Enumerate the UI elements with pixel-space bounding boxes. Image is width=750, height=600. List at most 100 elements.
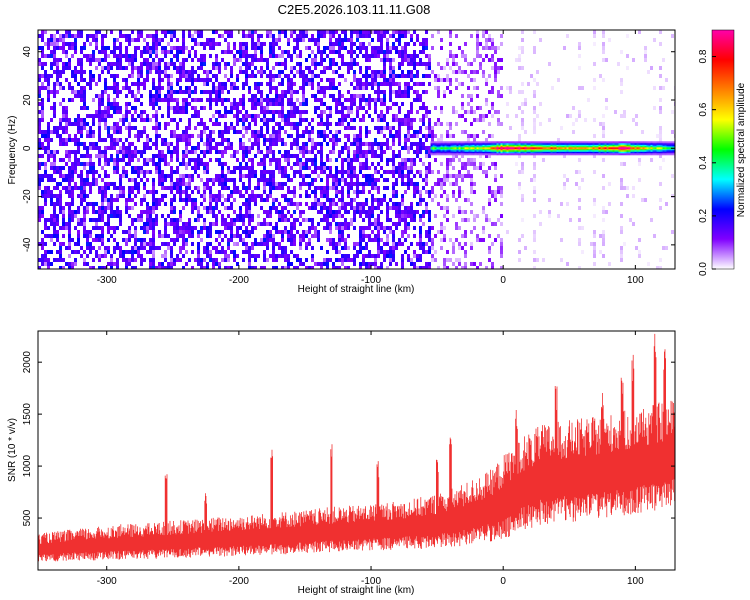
spectrogram-cell [164,158,167,162]
spectrogram-cell [443,182,446,186]
spectrogram-cell [458,262,461,266]
spectrogram-cell [443,206,446,210]
spectrogram-cell [407,166,410,170]
spectrogram-cell [215,90,218,94]
spectrogram-cell [449,50,452,54]
spectrogram-cell [449,34,452,38]
spectrogram-cell [317,46,320,50]
spectrogram-cell [563,174,566,178]
spectrogram-cell [359,98,362,102]
spectrogram-cell [146,218,149,222]
spectrogram-cell [377,242,380,246]
spectrogram-cell [461,50,464,54]
spectrogram-cell [593,198,596,202]
spectrogram-cell [605,106,608,110]
spectrogram-cell [377,266,380,269]
spectrogram-cell [410,178,413,182]
spectrogram-cell [152,114,155,118]
spectrogram-cell [218,134,221,138]
spectrogram-cell [431,254,434,258]
spectrogram-cell [308,238,311,242]
spectrogram-cell [404,214,407,218]
spectrogram-cell [155,34,158,38]
spectrogram-cell [329,158,332,162]
spectrogram-cell [200,258,203,262]
spectrogram-cell [164,226,167,230]
spectrogram-cell [68,218,71,222]
spectrogram-cell [86,238,89,242]
spectrogram-cell [389,86,392,90]
spectrogram-cell [155,218,158,222]
spectrogram-cell [140,134,143,138]
spectrogram-cell [416,254,419,258]
spectrogram-cell [341,254,344,258]
spectrogram-cell [521,30,524,34]
spectrogram-cell [449,82,452,86]
spectrogram-cell [215,206,218,210]
spectrogram-cell [332,62,335,66]
spectrogram-cell [533,266,536,269]
spectrogram-cell [578,218,581,222]
spectrogram-cell [155,154,158,158]
spectrogram-cell [347,182,350,186]
spectrogram-cell [278,122,281,126]
spectrogram-cell [80,106,83,110]
spectrogram-cell [320,178,323,182]
spectrogram-cell [392,230,395,234]
spectrogram-cell [74,158,77,162]
spectrogram-cell [227,98,230,102]
spectrogram-cell [383,150,386,154]
spectrogram-cell [152,98,155,102]
spectrogram-cell [527,82,530,86]
spectrogram-cell [362,218,365,222]
spectrogram-cell [425,210,428,214]
spectrogram-cell [38,34,41,38]
spectrogram-cell [248,30,251,34]
spectrogram-cell [410,62,413,66]
spectrogram-cell [104,266,107,269]
spectrogram-cell [299,62,302,66]
spectrogram-cell [533,230,536,234]
spectrogram-cell [131,62,134,66]
spectrogram-cell [602,254,605,258]
spectrogram-cell [326,218,329,222]
spectrogram-cell [251,38,254,42]
spectrogram-cell [386,30,389,34]
spectrogram-cell [158,122,161,126]
spectrogram-cell [389,34,392,38]
spectrogram-cell [371,198,374,202]
spectrogram-cell [521,90,524,94]
spectrogram-cell [524,130,527,134]
spectrogram-cell [137,66,140,70]
spectrogram-cell [470,78,473,82]
spectrogram-cell [155,266,158,269]
spectrogram-cell [53,178,56,182]
spectrogram-cell [575,182,578,186]
spectrogram-cell [176,170,179,174]
spectrogram-cell [458,158,461,162]
spectrogram-cell [110,158,113,162]
spectrogram-cell [137,138,140,142]
spectrogram-cell [176,190,179,194]
spectrogram-cell [395,118,398,122]
spectrogram-cell [407,30,410,34]
spectrogram-cell [395,178,398,182]
spectrogram-cell [209,42,212,46]
spectrogram-cell [197,186,200,190]
spectrogram-cell [281,98,284,102]
spectrogram-cell [293,102,296,106]
spectrogram-cell [437,74,440,78]
spectrogram-cell [89,250,92,254]
spectrogram-cell [248,250,251,254]
spectrogram-cell [413,142,416,146]
spectrogram-cell [425,146,428,150]
spectrogram-cell [317,150,320,154]
spectrogram-cell [413,50,416,54]
spectrogram-cell [86,134,89,138]
spectrogram-cell [416,98,419,102]
spectrogram-cell [224,254,227,258]
spectrogram-cell [428,54,431,58]
spectrogram-cell [392,170,395,174]
spectrogram-cell [494,198,497,202]
spectrogram-cell [260,94,263,98]
